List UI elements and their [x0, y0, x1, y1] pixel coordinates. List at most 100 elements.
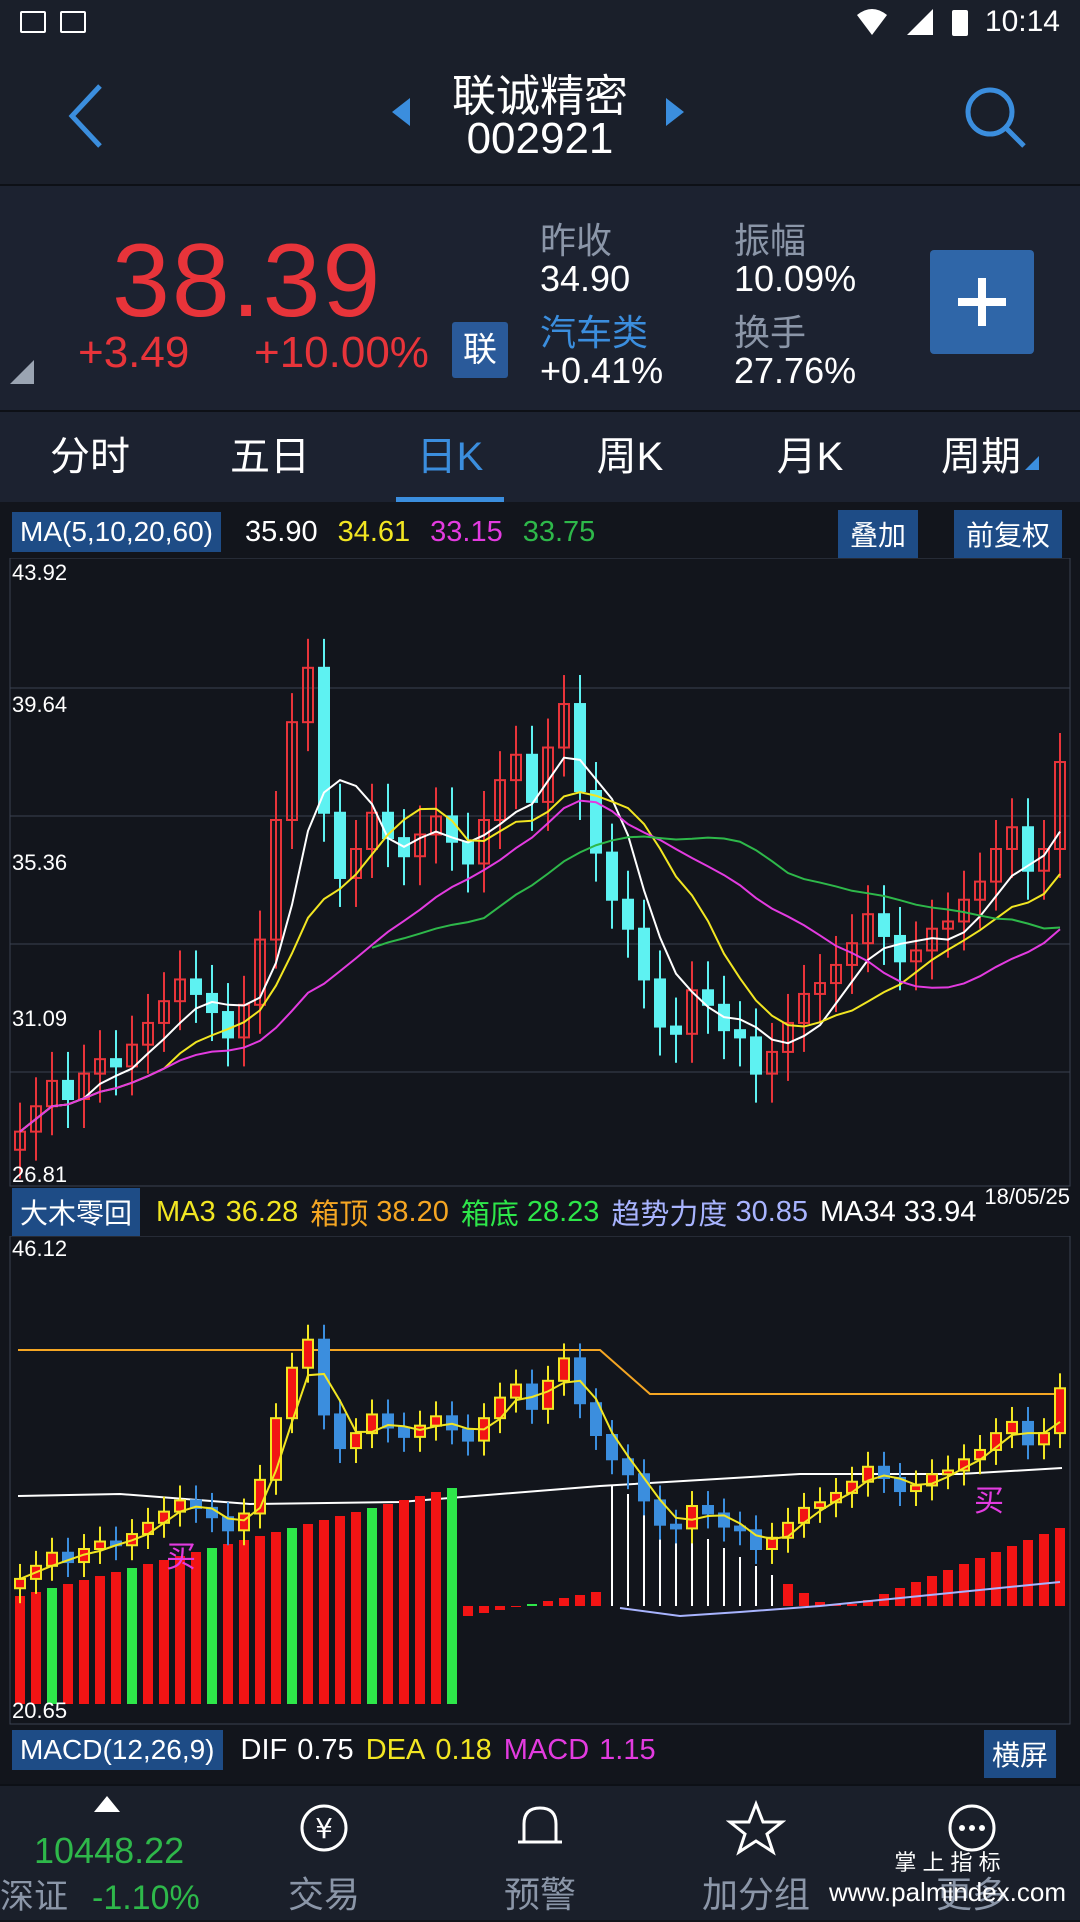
- candle-body: [1054, 761, 1066, 850]
- nav-add-group[interactable]: 加分组: [648, 1786, 864, 1922]
- nav-trade[interactable]: ¥ 交易: [216, 1786, 432, 1922]
- tab-monthly-k[interactable]: 月K: [776, 435, 844, 479]
- ind-candle-body: [782, 1521, 794, 1539]
- ind-candle-body: [558, 1357, 570, 1382]
- histogram-bar: [575, 1595, 585, 1606]
- candle-body: [254, 938, 266, 1006]
- histogram-bar: [239, 1540, 249, 1704]
- ma34-value: 33.94: [903, 1195, 977, 1228]
- candle-body: [286, 721, 298, 822]
- histogram-bar: [335, 1516, 345, 1704]
- search-button[interactable]: [960, 82, 1030, 152]
- ind-candle-body: [366, 1413, 378, 1435]
- candle-body: [846, 942, 858, 966]
- ind-candle-body: [878, 1465, 890, 1479]
- signal-icon: [906, 9, 933, 35]
- candle-body: [510, 753, 522, 782]
- tab-intraday[interactable]: 分时: [50, 435, 130, 479]
- index-value: 10448.22: [34, 1830, 185, 1871]
- landscape-button[interactable]: 横屏: [984, 1730, 1057, 1778]
- next-stock-button[interactable]: [666, 98, 684, 126]
- box-top-value: 38.20: [376, 1195, 449, 1228]
- macd-tag[interactable]: MACD(12,26,9): [12, 1730, 223, 1770]
- ind-candle-body: [606, 1433, 618, 1461]
- histogram-bar: [1007, 1546, 1017, 1606]
- overlay-button[interactable]: 叠加: [838, 510, 919, 558]
- clock: 10:14: [984, 5, 1060, 38]
- histogram-bar: [543, 1601, 553, 1606]
- sector-link[interactable]: 汽车类: [540, 312, 649, 353]
- status-bar: 10:14: [0, 0, 1080, 44]
- watermark-line2: www.palmindex.com: [829, 1877, 1066, 1907]
- candle-body: [942, 920, 954, 930]
- indicator-chart[interactable]: 46.12 20.65 买 买: [0, 1235, 1080, 1726]
- ind-frame: [9, 1235, 1071, 1725]
- histogram-bar: [207, 1548, 217, 1704]
- histogram-bar: [559, 1598, 569, 1606]
- ind-candle-body: [382, 1413, 394, 1429]
- amplitude-value: 10.09%: [734, 258, 857, 299]
- ind-candle-body: [1038, 1432, 1050, 1446]
- tab-daily-k[interactable]: 日K: [360, 412, 540, 502]
- ind-y-bottom: 20.65: [12, 1698, 68, 1723]
- candle-body: [94, 1058, 106, 1075]
- sector-change: +0.41%: [540, 350, 664, 391]
- ind-candle-body: [350, 1432, 362, 1450]
- histogram-bar: [191, 1552, 201, 1704]
- tab-period[interactable]: 周期: [900, 412, 1080, 502]
- ma3-label: MA3: [156, 1195, 216, 1228]
- kline-chart[interactable]: 43.92 39.64 35.36 31.09 26.81: [0, 557, 1080, 1188]
- turnover-label: 换手: [734, 312, 807, 353]
- candle-body: [30, 1105, 42, 1133]
- back-button[interactable]: [60, 76, 120, 156]
- prev-stock-button[interactable]: [392, 98, 410, 126]
- ma20-value: 33.15: [430, 515, 503, 548]
- candle-body: [766, 1050, 778, 1075]
- add-watchlist-button[interactable]: [930, 250, 1034, 354]
- histogram-bar: [927, 1576, 937, 1606]
- histogram-bar: [527, 1604, 537, 1606]
- ind-candle-body: [990, 1432, 1002, 1451]
- nav-more[interactable]: 更多: [864, 1786, 1080, 1922]
- nav-add-group-label: 加分组: [701, 1874, 810, 1915]
- candle-body: [174, 978, 186, 1003]
- watermark-line1: 掌 上 指 标: [894, 1850, 1001, 1875]
- ind-candle-body: [750, 1529, 762, 1550]
- candle-body: [222, 1011, 234, 1039]
- histogram-bar: [463, 1606, 473, 1616]
- indicator-tag[interactable]: 大木零回: [12, 1188, 141, 1236]
- nav-alert[interactable]: 预警: [432, 1786, 648, 1922]
- tab-weekly-k[interactable]: 周K: [596, 435, 664, 479]
- histogram-bar: [367, 1508, 377, 1704]
- ind-candle-body: [462, 1428, 474, 1442]
- macd-value: 1.15: [599, 1733, 656, 1766]
- candle-body: [990, 847, 1002, 883]
- histogram-bar: [63, 1584, 73, 1704]
- candle-body: [190, 978, 202, 995]
- index-ticker[interactable]: 10448.22 深证 -1.10%: [0, 1786, 216, 1922]
- histogram-bar: [943, 1570, 953, 1606]
- battery-icon: [951, 10, 968, 36]
- ma-indicator-tag[interactable]: MA(5,10,20,60): [12, 512, 221, 552]
- ma-legend: MA(5,10,20,60) 35.90 34.61 33.15 33.75 叠…: [0, 506, 1080, 558]
- histogram-bar: [863, 1600, 873, 1606]
- trend-label: 趋势力度: [611, 1199, 728, 1231]
- macd-legend: MACD(12,26,9) DIF 0.75 DEA 0.18 MACD 1.1…: [0, 1726, 1080, 1778]
- candle-body: [158, 1000, 170, 1024]
- corner-triangle-icon[interactable]: [10, 360, 34, 384]
- candle-body: [654, 978, 666, 1028]
- svg-text:¥: ¥: [315, 1812, 333, 1845]
- ind-candle-body: [286, 1366, 298, 1420]
- candle-body: [670, 1025, 682, 1035]
- histogram-bar: [79, 1580, 89, 1704]
- yen-icon: ¥: [300, 1804, 348, 1852]
- histogram-bar: [111, 1572, 121, 1704]
- y-label-3: 35.36: [12, 850, 68, 875]
- wifi-icon: [856, 9, 887, 35]
- bell-icon: [518, 1806, 562, 1844]
- linked-badge[interactable]: 联: [452, 322, 508, 378]
- histogram-bar: [959, 1564, 969, 1606]
- adjust-button[interactable]: 前复权: [954, 510, 1063, 558]
- ind-candle-body: [926, 1473, 938, 1487]
- tab-five-day[interactable]: 五日: [230, 435, 310, 479]
